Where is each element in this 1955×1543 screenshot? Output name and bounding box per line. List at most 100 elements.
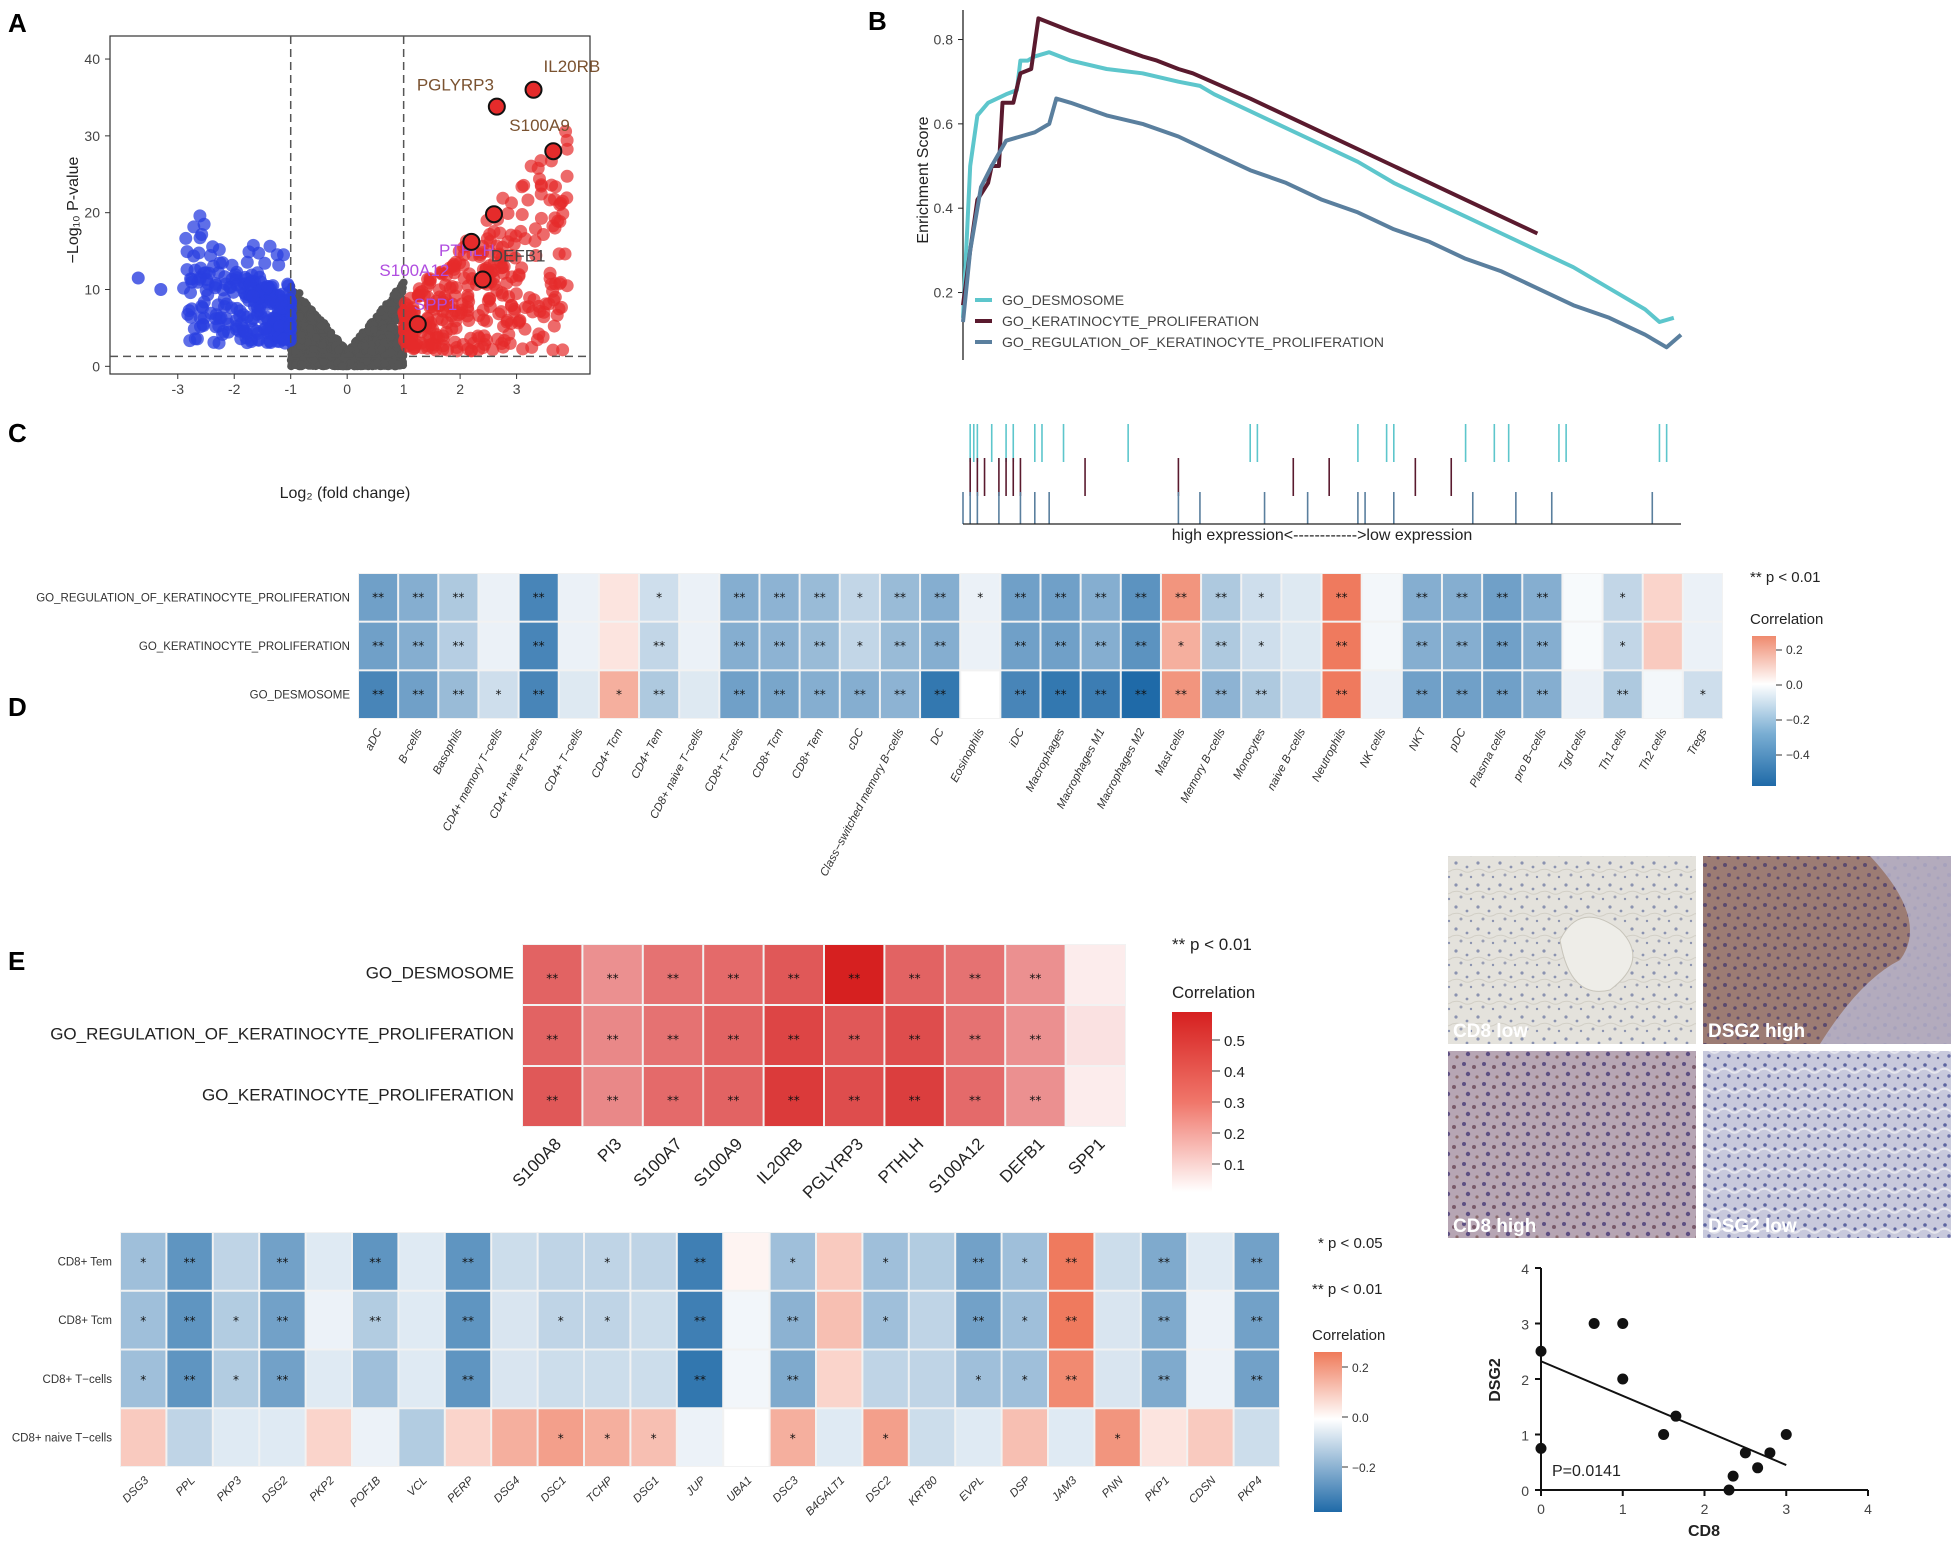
heatmap-e-cell: [817, 1350, 862, 1408]
heatmap-e-cell: [1234, 1291, 1279, 1349]
heatmap-c-cell: [680, 622, 719, 670]
heatmap-d-star: **: [607, 1033, 619, 1047]
gsea-ticks: 0.2 0.4 0.6 0.8: [934, 32, 963, 301]
volcano-point-up: [548, 221, 562, 235]
heatmap-c-cell: [800, 574, 839, 621]
volcano-point-ns: [334, 345, 343, 354]
heatmap-c-col-label: NK cells: [1358, 727, 1389, 770]
heatmap-e-cell: [306, 1350, 351, 1408]
volcano-point-ns: [309, 356, 318, 365]
volcano-point-up: [496, 240, 510, 254]
heatmap-e-star: **: [1158, 1255, 1170, 1269]
heatmap-e-star: **: [1065, 1314, 1077, 1328]
heatmap-d-sig: ** p < 0.01: [1172, 935, 1252, 954]
volcano-point-ns: [355, 332, 364, 341]
volcano-point-up: [529, 248, 543, 262]
heatmap-e-star: *: [233, 1314, 239, 1328]
heatmap-e-cell: [1188, 1350, 1233, 1408]
volcano-point-up: [560, 142, 574, 156]
heatmap-e-star: **: [369, 1255, 381, 1269]
heatmap-e-cell: [445, 1409, 491, 1466]
volcano-point-cloud: [131, 124, 574, 371]
heatmap-c-cell: [1683, 622, 1722, 670]
volcano-point-down: [185, 275, 199, 289]
heatmap-c-star: **: [1496, 590, 1508, 604]
heatmap-e-row-label: CD8+ Tem: [58, 1256, 112, 1268]
heatmap-e-cell: [445, 1291, 491, 1349]
volcano-point-down: [251, 266, 265, 280]
heatmap-e-star: *: [651, 1432, 657, 1446]
scatter-y-tick-label: 0: [1521, 1483, 1529, 1499]
volcano-gene-label: S100A12: [379, 261, 449, 280]
heatmap-c-star: **: [1496, 639, 1508, 653]
heatmap-c-cell: [921, 574, 960, 621]
heatmap-e-cell: [213, 1350, 259, 1408]
heatmap-e-cell: [121, 1291, 166, 1349]
volcano-point-up: [415, 285, 429, 299]
volcano-point-up: [556, 207, 570, 221]
volcano-point-down: [193, 209, 207, 223]
volcano-point-up: [515, 208, 529, 222]
scatter-point: [1764, 1447, 1776, 1459]
heatmap-e-cell: [1095, 1291, 1140, 1349]
volcano-point-down: [240, 255, 254, 269]
heatmap-e-star: *: [604, 1432, 610, 1446]
heatmap-c-star: **: [1055, 590, 1067, 604]
heatmap-c-col-label: cDC: [845, 726, 866, 752]
heatmap-d-legend-ticks: 0.5 0.4 0.3 0.2 0.1: [1212, 1033, 1245, 1174]
volcano-gene-label: SPP1: [414, 295, 457, 314]
volcano-point-down: [264, 293, 278, 307]
volcano-point-up: [546, 343, 560, 357]
volcano-point-down: [197, 295, 211, 309]
volcano-point-up: [483, 227, 497, 241]
heatmap-c-cell: [1041, 671, 1080, 718]
gsea-hit-area: [963, 422, 1681, 526]
volcano-point-ns: [318, 341, 327, 350]
heatmap-e-star: **: [462, 1373, 474, 1387]
volcano-point-ns: [301, 298, 310, 307]
heatmap-c-col-label: naive B−cells: [1266, 727, 1309, 793]
scatter-x-tick-label: 1: [1619, 1501, 1627, 1517]
volcano-point-down: [131, 271, 145, 285]
heatmap-e-cell: [399, 1233, 444, 1290]
gsea-x-label: high expression<------------>low express…: [1172, 527, 1473, 544]
heatmap-c-cell: [1202, 622, 1241, 670]
volcano-point-down: [187, 220, 201, 234]
heatmap-d-star: **: [848, 972, 860, 986]
volcano-gene-label: S100A9: [509, 116, 570, 135]
heatmap-c-cell: [1563, 622, 1602, 670]
volcano-x-tick-label: 1: [400, 381, 408, 397]
heatmap-e-cell: [121, 1233, 166, 1290]
volcano-x-label: Log₂ (fold change): [280, 485, 411, 502]
heatmap-e-cell: [1002, 1350, 1047, 1408]
heatmap-c-cell: [559, 622, 598, 670]
heatmap-d-star: **: [667, 1094, 679, 1108]
heatmap-d-legend-tick-label: 0.3: [1224, 1095, 1245, 1112]
heatmap-e-star: **: [276, 1314, 288, 1328]
volcano-point-up: [483, 259, 497, 273]
volcano-point-down: [212, 336, 226, 350]
heatmap-e-cell: [167, 1233, 212, 1290]
heatmap-e-cell: [1234, 1233, 1279, 1290]
heatmap-e-star: **: [694, 1314, 706, 1328]
heatmap-c-cell: [640, 574, 679, 621]
volcano-point-up: [550, 308, 564, 322]
volcano-point-up: [516, 342, 530, 356]
heatmap-e-legend-tick-label: 0.0: [1352, 1411, 1369, 1425]
gsea-lines: [961, 16, 1683, 350]
heatmap-c-cell: [1242, 671, 1281, 718]
heatmap-c-cell: [1001, 622, 1040, 670]
heatmap-c-star: **: [1135, 688, 1147, 702]
volcano-point-down: [243, 277, 257, 291]
heatmap-c-star: **: [372, 688, 384, 702]
heatmap-e-cell: [306, 1233, 351, 1290]
heatmap-c-star: *: [1620, 639, 1626, 653]
heatmap-c-cell: [840, 622, 879, 670]
heatmap-d-cell: [523, 945, 582, 1004]
heatmap-d-cell: [825, 945, 884, 1004]
heatmap-c-cell: [880, 574, 920, 621]
heatmap-c-star: **: [1255, 688, 1267, 702]
heatmap-c-star: **: [533, 688, 545, 702]
heatmap-c-cell: [760, 622, 799, 670]
heatmap-e-cell: [909, 1291, 955, 1349]
